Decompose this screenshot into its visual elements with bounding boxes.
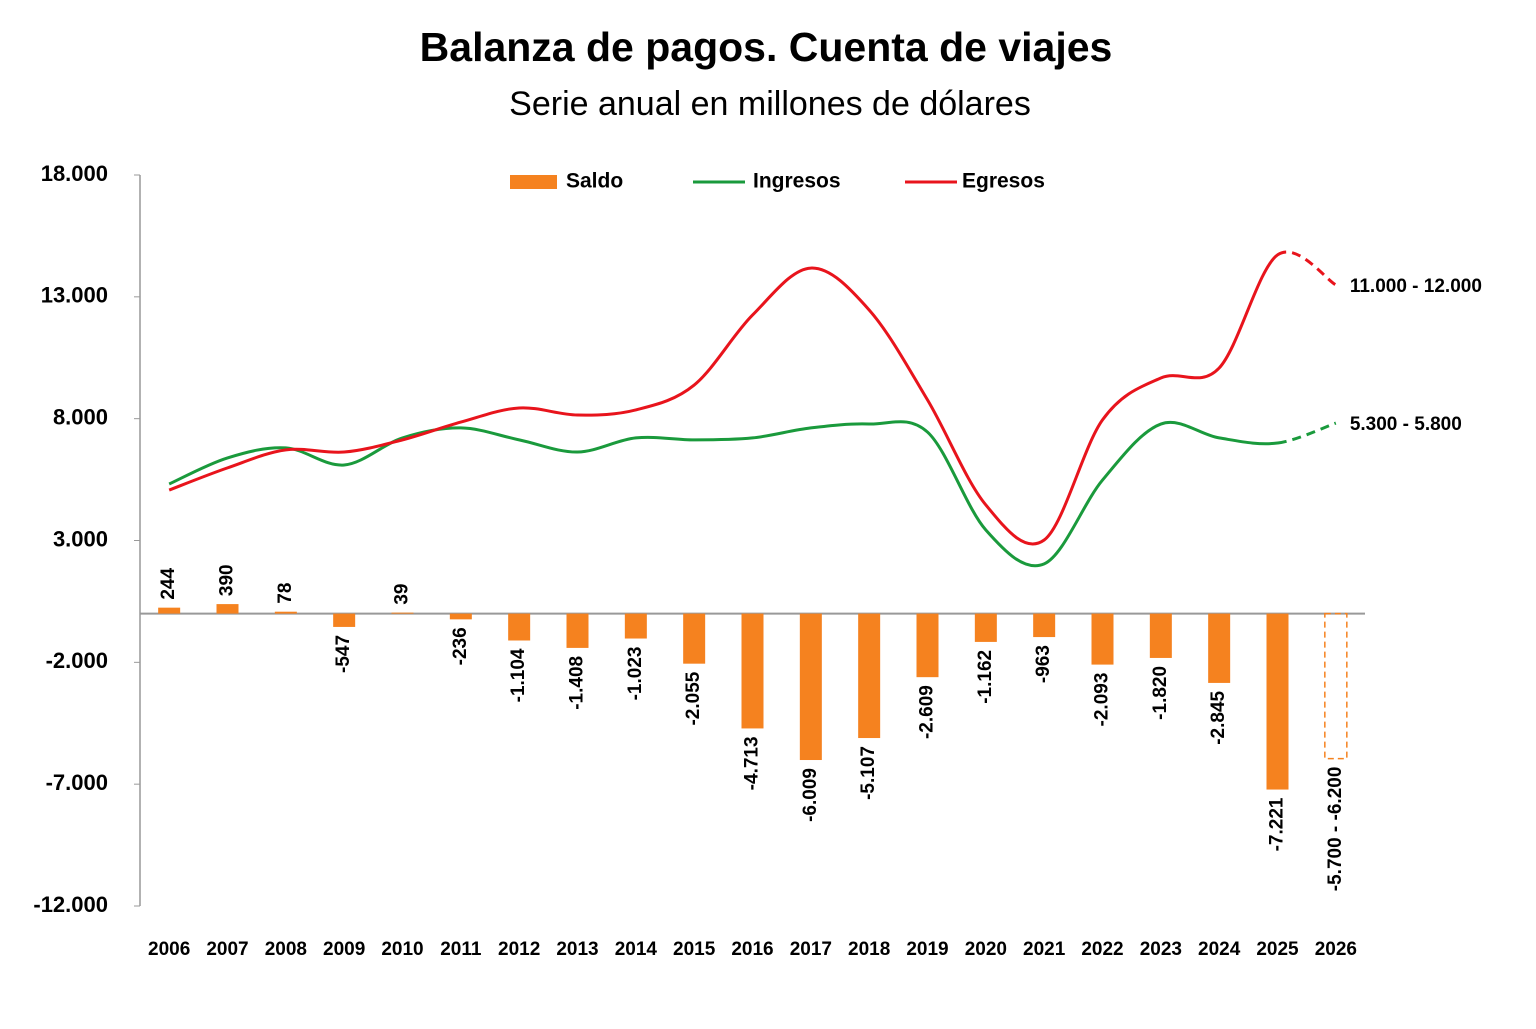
x-tick-label: 2012 bbox=[498, 939, 540, 960]
value-label: -5.700 - -6.200 bbox=[1325, 767, 1346, 892]
x-tick-label: 2010 bbox=[381, 939, 423, 960]
bar bbox=[216, 604, 239, 614]
x-tick-label: 2022 bbox=[1081, 939, 1123, 960]
value-label: 78 bbox=[275, 583, 296, 604]
x-tick-label: 2013 bbox=[556, 939, 598, 960]
y-tick-label: 13.000 bbox=[41, 283, 108, 308]
bar bbox=[158, 607, 181, 614]
value-label: -1.820 bbox=[1150, 666, 1171, 720]
value-label: -236 bbox=[450, 627, 471, 665]
x-tick-label: 2019 bbox=[906, 939, 948, 960]
value-label: -547 bbox=[333, 635, 354, 673]
x-tick-label: 2008 bbox=[265, 939, 307, 960]
value-label: -1.023 bbox=[625, 647, 646, 701]
bar bbox=[916, 613, 939, 678]
range-label: 11.000 - 12.000 bbox=[1350, 276, 1482, 297]
bar bbox=[449, 613, 472, 620]
value-label: -4.713 bbox=[742, 736, 763, 790]
bar bbox=[1208, 613, 1231, 683]
x-tick-label: 2011 bbox=[440, 939, 482, 960]
value-label: 39 bbox=[392, 584, 413, 605]
x-tick-label: 2007 bbox=[206, 939, 248, 960]
bar bbox=[1033, 613, 1056, 638]
chart-subtitle: Serie anual en millones de dólares bbox=[509, 85, 1031, 123]
legend-label: Egresos bbox=[962, 170, 1045, 193]
bar bbox=[391, 612, 414, 614]
legend-label: Saldo bbox=[566, 170, 623, 193]
legend-label: Ingresos bbox=[753, 170, 841, 193]
bar bbox=[508, 613, 531, 641]
x-tick-label: 2026 bbox=[1315, 939, 1357, 960]
bar bbox=[624, 613, 647, 639]
x-tick-label: 2017 bbox=[790, 939, 832, 960]
value-label: -2.609 bbox=[917, 685, 938, 739]
bar bbox=[1266, 613, 1289, 790]
bar bbox=[1091, 613, 1114, 665]
x-tick-label: 2014 bbox=[615, 939, 658, 960]
y-tick-label: 3.000 bbox=[53, 526, 108, 551]
bar bbox=[683, 613, 706, 664]
y-tick-label: -2.000 bbox=[46, 648, 108, 673]
y-tick-label: -7.000 bbox=[46, 770, 108, 795]
bar bbox=[1324, 612, 1348, 760]
bar bbox=[974, 613, 997, 642]
range-label: 5.300 - 5.800 bbox=[1350, 414, 1462, 435]
bar bbox=[566, 613, 589, 648]
value-label: -2.093 bbox=[1092, 673, 1113, 727]
value-label: -6.009 bbox=[800, 768, 821, 822]
chart-title: Balanza de pagos. Cuenta de viajes bbox=[420, 24, 1113, 70]
bar bbox=[1149, 613, 1172, 658]
x-tick-label: 2023 bbox=[1140, 939, 1182, 960]
y-tick-label: -12.000 bbox=[33, 892, 108, 917]
x-tick-label: 2009 bbox=[323, 939, 365, 960]
x-tick-label: 2015 bbox=[673, 939, 716, 960]
x-tick-label: 2016 bbox=[731, 939, 773, 960]
y-tick-label: 18.000 bbox=[41, 161, 108, 186]
value-label: -7.221 bbox=[1267, 797, 1288, 851]
value-label: -963 bbox=[1033, 645, 1054, 683]
value-label: -1.162 bbox=[975, 650, 996, 704]
line bbox=[168, 420, 1337, 568]
x-tick-label: 2025 bbox=[1256, 939, 1299, 960]
value-label: -5.107 bbox=[858, 746, 879, 800]
legend-swatch bbox=[510, 175, 557, 189]
value-label: -1.104 bbox=[508, 648, 529, 702]
bar bbox=[799, 613, 822, 761]
line bbox=[168, 250, 1337, 546]
bar bbox=[274, 611, 297, 614]
bar bbox=[741, 613, 764, 729]
value-label: 390 bbox=[217, 564, 238, 596]
value-label: -1.408 bbox=[567, 656, 588, 710]
x-tick-label: 2020 bbox=[965, 939, 1007, 960]
x-tick-label: 2024 bbox=[1198, 939, 1241, 960]
x-tick-label: 2018 bbox=[848, 939, 890, 960]
value-label: -2.055 bbox=[683, 671, 704, 725]
x-tick-label: 2006 bbox=[148, 939, 190, 960]
y-tick-label: 8.000 bbox=[53, 404, 108, 429]
bar bbox=[858, 613, 881, 739]
bar bbox=[333, 613, 356, 627]
x-tick-label: 2021 bbox=[1023, 939, 1066, 960]
value-label: 244 bbox=[158, 568, 179, 600]
value-label: -2.845 bbox=[1208, 690, 1229, 744]
